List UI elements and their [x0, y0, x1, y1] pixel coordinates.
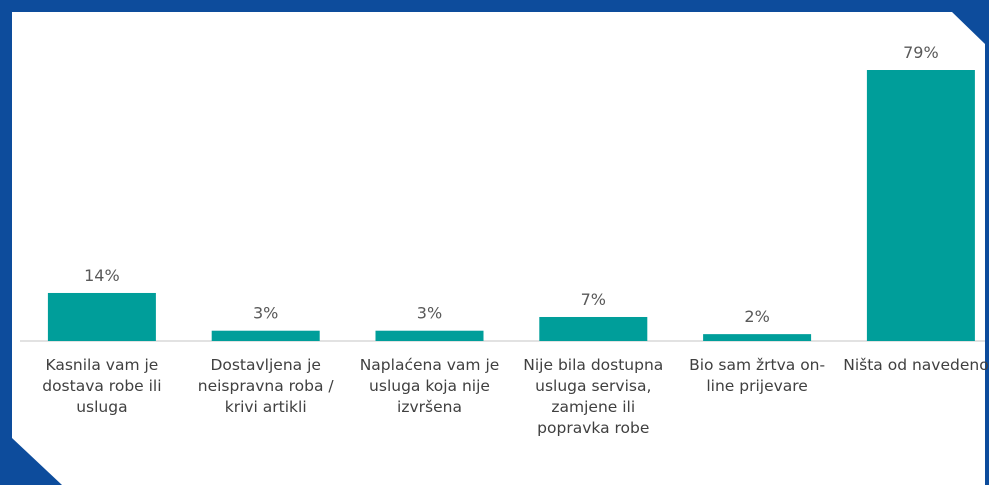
bar [211, 330, 320, 341]
data-label: 79% [903, 43, 939, 62]
data-label: 14% [84, 266, 120, 285]
panel [12, 12, 985, 485]
bar [703, 334, 812, 341]
category-label: Bio sam žrtva on-line prijevare [689, 356, 826, 395]
category-label: Dostavljena je neispravna roba / krivi a… [197, 356, 334, 416]
bar [47, 292, 156, 341]
bar [375, 330, 484, 341]
category-label: Kasnila vam je dostava robe ili usluga [42, 356, 162, 416]
category-label: Nije bila dostupna usluga servisa, zamje… [523, 356, 664, 437]
bar [539, 316, 648, 341]
bar [866, 70, 975, 341]
category-label: Naplaćena vam je usluga koja nije izvrše… [359, 356, 500, 416]
data-label: 7% [581, 290, 606, 309]
category-label: Ništa od navedenog [843, 356, 989, 374]
data-label: 2% [744, 307, 769, 326]
data-label: 3% [253, 304, 278, 323]
data-label: 3% [417, 304, 442, 323]
